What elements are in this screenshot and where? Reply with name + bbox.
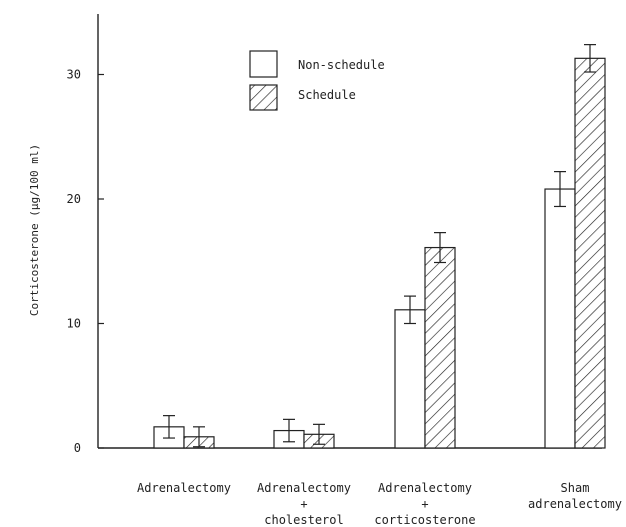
legend-swatch-non-schedule xyxy=(249,50,278,78)
y-tick-label: 10 xyxy=(67,317,81,331)
legend-swatch-schedule xyxy=(249,84,278,111)
category-label: cholesterol xyxy=(264,513,343,527)
y-tick-label: 0 xyxy=(74,441,81,455)
category-label: Adrenalectomy xyxy=(257,481,351,495)
legend-label-non-schedule: Non-schedule xyxy=(298,58,385,72)
category-labels: Adrenalectomy Adrenalectomy + cholesterol Ad… xyxy=(137,481,622,527)
error-bar xyxy=(404,295,416,325)
bar-non-schedule xyxy=(544,188,576,449)
y-tick-label: 30 xyxy=(67,68,81,82)
error-bar xyxy=(434,232,446,264)
bar-schedule xyxy=(424,246,456,449)
category-label: corticosterone xyxy=(374,513,475,527)
bar-non-schedule xyxy=(394,309,426,449)
error-bar xyxy=(283,418,295,443)
error-bar xyxy=(193,426,205,448)
category-label: adrenalectomy xyxy=(528,497,622,511)
y-tick-label: 20 xyxy=(67,192,81,206)
bar-schedule xyxy=(574,57,606,449)
legend-label-schedule: Schedule xyxy=(298,88,356,102)
category-label: Sham xyxy=(561,481,590,495)
category-label: + xyxy=(300,497,307,511)
y-axis-label: Corticosterone (μg/100 ml) xyxy=(28,144,41,316)
category-label: Adrenalectomy xyxy=(137,481,231,495)
error-bar xyxy=(554,171,566,208)
category-label: + xyxy=(421,497,428,511)
category-label: Adrenalectomy xyxy=(378,481,472,495)
bars xyxy=(153,44,606,449)
legend: Non-schedule Schedule xyxy=(249,50,385,111)
y-axis: 0 10 20 30 xyxy=(67,14,104,455)
error-bar xyxy=(163,415,175,439)
error-bar xyxy=(584,44,596,73)
error-bar xyxy=(313,423,325,445)
y-ticks: 0 10 20 30 xyxy=(67,68,104,455)
